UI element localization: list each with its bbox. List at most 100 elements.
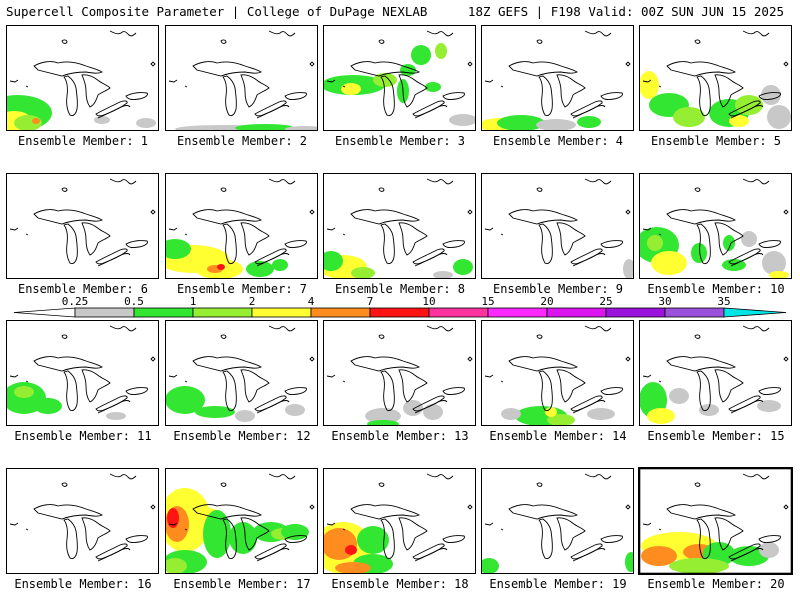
map-outline	[33, 61, 103, 77]
ensemble-panel-17	[165, 468, 318, 574]
map-outline	[33, 356, 103, 372]
colorbar-segment	[192, 307, 253, 318]
ensemble-panel-11	[6, 320, 159, 426]
scp-contour	[235, 410, 255, 422]
map-outline	[97, 253, 131, 267]
scp-contour	[323, 251, 343, 271]
map-outline	[412, 543, 445, 560]
colorbar-segment	[428, 307, 489, 318]
map-outline	[220, 187, 227, 192]
ensemble-member-label: Ensemble Member: 7	[176, 282, 308, 296]
scp-contour	[14, 386, 34, 398]
panel-border	[323, 173, 476, 279]
ensemble-member-label: Ensemble Member: 17	[173, 577, 311, 591]
ensemble-panel-18	[323, 468, 476, 574]
map-outline	[61, 187, 68, 192]
map-outline	[694, 482, 701, 487]
scp-contour	[136, 118, 156, 128]
ensemble-map-10	[639, 173, 792, 279]
panel-border	[323, 25, 476, 131]
ensemble-panel-9	[481, 173, 634, 279]
ensemble-panel-14	[481, 320, 634, 426]
map-outline	[254, 543, 287, 560]
map-outline	[268, 30, 296, 37]
map-outline	[666, 61, 736, 77]
scp-contour	[481, 558, 499, 574]
map-outline	[256, 253, 290, 267]
map-outline	[240, 517, 270, 551]
scp-field	[323, 43, 476, 126]
map-outline	[600, 387, 623, 395]
map-outline	[642, 522, 652, 526]
colorbar-segment	[133, 307, 194, 318]
map-outline	[467, 504, 473, 510]
map-outline	[508, 209, 578, 225]
scp-contour	[587, 408, 615, 420]
map-outline	[95, 100, 128, 117]
map-outline	[414, 548, 448, 562]
scp-field	[639, 227, 789, 279]
colorbar-tick-label: 30	[658, 295, 671, 308]
colorbar-tick-label: 10	[422, 295, 435, 308]
ensemble-member-label: Ensemble Member: 3	[334, 134, 466, 148]
colorbar-low-arrow	[13, 307, 76, 318]
scp-contour	[757, 400, 781, 412]
ensemble-member-label: Ensemble Member: 13	[331, 429, 469, 443]
ensemble-member-label: Ensemble Member: 5	[650, 134, 782, 148]
ensemble-member-label: Ensemble Member: 15	[647, 429, 785, 443]
colorbar-tick-label: 7	[367, 295, 374, 308]
map-outline	[284, 240, 307, 248]
map-outline	[642, 79, 652, 83]
map-outline	[95, 248, 128, 265]
map-outline	[326, 227, 336, 231]
ensemble-panel-13	[323, 320, 476, 426]
map-outline	[556, 222, 586, 256]
map-outline	[742, 473, 770, 480]
map-outline	[380, 370, 395, 412]
map-outline	[25, 85, 29, 88]
map-outline	[192, 61, 262, 77]
panel-border	[165, 25, 318, 131]
scp-contour	[449, 114, 476, 126]
page-title: Supercell Composite Parameter | College …	[6, 4, 428, 19]
scp-field	[481, 115, 601, 131]
map-outline	[326, 374, 336, 378]
map-outline	[442, 92, 465, 100]
map-outline	[758, 92, 781, 100]
scp-contour	[673, 107, 705, 127]
map-outline	[95, 395, 128, 412]
colorbar-segment	[546, 307, 607, 318]
map-outline	[9, 522, 19, 526]
panel-border	[639, 468, 792, 574]
map-outline	[256, 105, 290, 119]
panel-border	[165, 468, 318, 574]
scp-contour	[729, 546, 769, 566]
map-outline	[442, 387, 465, 395]
map-outline	[758, 387, 781, 395]
scp-contour	[246, 261, 274, 277]
scp-field	[165, 239, 288, 279]
ensemble-member-label: Ensemble Member: 19	[489, 577, 627, 591]
panel-border	[165, 320, 318, 426]
map-outline	[572, 253, 606, 267]
ensemble-panel-5	[639, 25, 792, 131]
scp-contour	[723, 235, 735, 251]
ensemble-map-6	[6, 173, 159, 279]
ensemble-member-label: Ensemble Member: 12	[173, 429, 311, 443]
map-outline	[125, 387, 148, 395]
map-outline	[412, 395, 445, 412]
panel-border	[6, 173, 159, 279]
map-outline	[694, 39, 701, 44]
ensemble-map-18	[323, 468, 476, 574]
map-outline	[625, 209, 631, 215]
panel-border	[6, 25, 159, 131]
map-outline	[33, 209, 103, 225]
map-outline	[125, 240, 148, 248]
scp-contour	[357, 526, 389, 554]
ensemble-panel-2	[165, 25, 318, 131]
scp-contour	[235, 124, 295, 131]
map-outline	[97, 400, 131, 414]
map-outline	[600, 240, 623, 248]
map-outline	[484, 227, 494, 231]
map-outline	[426, 325, 454, 332]
